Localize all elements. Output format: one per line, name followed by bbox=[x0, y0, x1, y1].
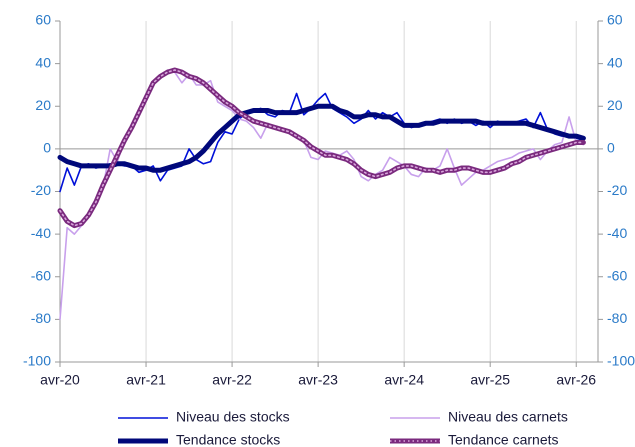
x-tick-label: avr-24 bbox=[384, 372, 424, 388]
x-tick-label: avr-20 bbox=[40, 372, 80, 388]
x-tick-label: avr-21 bbox=[126, 372, 166, 388]
series-line bbox=[57, 67, 586, 229]
y-tick-label: -80 bbox=[31, 310, 51, 326]
y2-tick-label: 20 bbox=[607, 97, 623, 113]
y-tick-label: 60 bbox=[35, 12, 51, 28]
y-tick-label: 20 bbox=[35, 97, 51, 113]
y2-tick-label: 60 bbox=[607, 12, 623, 28]
x-tick-label: avr-22 bbox=[212, 372, 252, 388]
legend-label: Tendance stocks bbox=[176, 432, 280, 447]
x-tick-label: avr-25 bbox=[470, 372, 510, 388]
y-tick-label: -100 bbox=[23, 353, 51, 369]
y-tick-label: -20 bbox=[31, 182, 51, 198]
y2-tick-label: -80 bbox=[607, 310, 627, 326]
y-tick-label: 40 bbox=[35, 54, 51, 70]
x-tick-label: avr-26 bbox=[556, 372, 596, 388]
y-tick-label: 0 bbox=[43, 140, 51, 156]
y-tick-label: -60 bbox=[31, 267, 51, 283]
series-line-dots bbox=[59, 69, 585, 227]
y2-tick-label: -60 bbox=[607, 267, 627, 283]
y2-tick-label: 0 bbox=[607, 140, 615, 156]
y2-tick-label: -40 bbox=[607, 225, 627, 241]
legend-label: Niveau des carnets bbox=[448, 409, 568, 425]
legend-label: Niveau des stocks bbox=[176, 409, 290, 425]
y2-tick-label: 40 bbox=[607, 54, 623, 70]
y-tick-label: -40 bbox=[31, 225, 51, 241]
legend-label: Tendance carnets bbox=[448, 432, 559, 447]
y2-tick-label: -100 bbox=[607, 353, 635, 369]
x-tick-label: avr-23 bbox=[298, 372, 338, 388]
series-line bbox=[57, 103, 586, 173]
y2-tick-label: -20 bbox=[607, 182, 627, 198]
